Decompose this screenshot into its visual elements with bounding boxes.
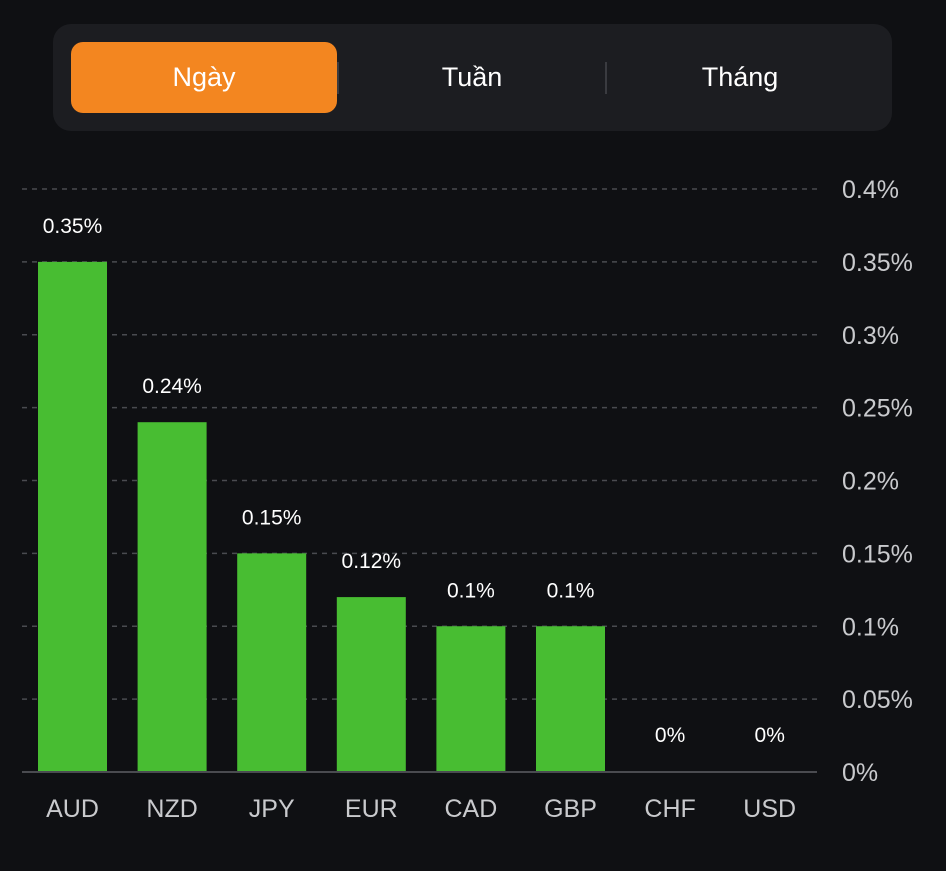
tab-divider: [337, 62, 339, 94]
y-tick-label: 0.15%: [842, 540, 913, 568]
data-label: 0.24%: [142, 375, 202, 398]
y-tick-label: 0.3%: [842, 322, 899, 350]
y-tick-label: 0.05%: [842, 686, 913, 714]
tab-month[interactable]: Tháng: [701, 62, 779, 92]
period-segmented-control: Ngày Tuần Tháng: [53, 24, 892, 131]
x-tick-label: GBP: [544, 795, 597, 823]
bar-jpy: [237, 553, 307, 772]
y-tick-label: 0.2%: [842, 468, 899, 496]
y-tick-label: 0%: [842, 759, 878, 787]
bar-gbp: [536, 626, 605, 772]
tab-day[interactable]: Ngày: [71, 42, 337, 113]
data-label: 0.15%: [242, 506, 302, 529]
x-tick-label: AUD: [46, 795, 99, 823]
y-tick-label: 0.4%: [842, 176, 899, 204]
bar-aud: [38, 261, 107, 772]
x-tick-label: CAD: [445, 795, 498, 823]
y-tick-label: 0.25%: [842, 395, 913, 423]
data-label: 0.1%: [547, 579, 595, 602]
data-label: 0.35%: [43, 215, 103, 238]
x-tick-label: CHF: [644, 795, 695, 823]
x-tick-label: JPY: [249, 795, 295, 823]
data-label: 0%: [655, 724, 685, 747]
x-tick-label: EUR: [345, 795, 398, 823]
bar-cad: [436, 626, 506, 772]
data-label: 0.1%: [447, 579, 495, 602]
x-tick-label: USD: [743, 795, 796, 823]
y-tick-label: 0.35%: [842, 249, 913, 277]
tab-week[interactable]: Tuần: [441, 62, 503, 92]
tab-divider: [605, 62, 607, 94]
x-tick-label: NZD: [146, 795, 197, 823]
bar-nzd: [137, 422, 207, 772]
data-label: 0.12%: [342, 550, 402, 573]
y-tick-label: 0.1%: [842, 613, 899, 641]
bar-eur: [336, 597, 406, 772]
data-label: 0%: [755, 724, 785, 747]
